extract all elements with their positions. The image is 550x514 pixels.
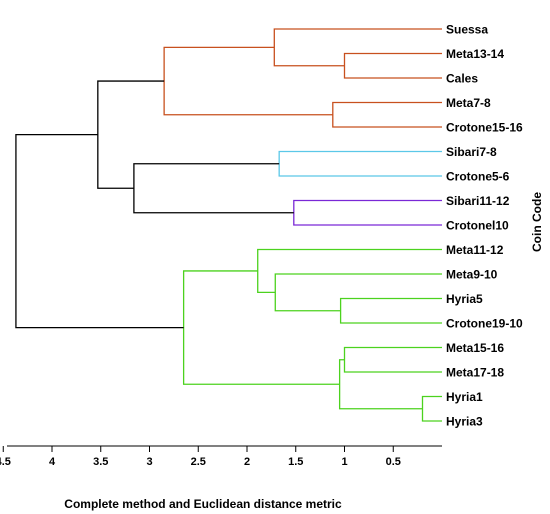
dendrogram-link-m12 (343, 346, 442, 373)
leaf-label: Suessa (446, 23, 488, 37)
dendrogram-link-m1 (343, 52, 442, 79)
leaf-label: Meta17-18 (446, 366, 504, 380)
leaf-label: Meta7-8 (446, 96, 491, 110)
leaf-label: Meta13-14 (446, 47, 504, 61)
y-axis-title: Coin Code (530, 192, 544, 252)
dendrogram-link-m8 (97, 80, 165, 189)
x-tick-label: 1 (341, 456, 347, 468)
leaf-label: Hyria1 (446, 390, 483, 404)
dendrogram-link-m6 (293, 199, 442, 226)
leaf-label: Meta15-16 (446, 341, 504, 355)
leaf-label: Meta9-10 (446, 268, 498, 282)
dendrogram-links (15, 28, 442, 422)
x-tick-label: 2 (244, 456, 250, 468)
leaf-label: Crotonel10 (446, 219, 509, 233)
leaf-label: Crotone19-10 (446, 317, 523, 331)
dendrogram-link-m15 (182, 270, 340, 385)
dendrogram-link-m3 (332, 101, 442, 128)
dendrogram-link-m14 (338, 359, 423, 410)
leaf-label: Cales (446, 72, 478, 86)
x-tick-label: 4.5 (0, 456, 11, 468)
x-axis-title: Complete method and Euclidean distance m… (64, 497, 342, 511)
x-tick-label: 4 (49, 456, 56, 468)
x-axis-ticks: 4.5 4 3.5 3 2.5 2 1.5 1 0.5 (0, 446, 401, 468)
leaf-label: Sibari7-8 (446, 145, 497, 159)
dendrogram-link-m4 (163, 46, 333, 116)
dendrogram-link-m2 (273, 28, 442, 67)
dendrogram-link-m13 (421, 395, 442, 422)
leaf-label: Crotone5-6 (446, 170, 510, 184)
leaf-label: Hyria5 (446, 292, 483, 306)
x-axis: 4.5 4 3.5 3 2.5 2 1.5 1 0.5 (0, 445, 442, 468)
leaf-label: Hyria3 (446, 415, 483, 429)
x-tick-label: 3 (146, 456, 152, 468)
dendrogram-link-m16 (15, 134, 184, 329)
dendrogram-link-m9 (339, 297, 442, 324)
leaf-label: Meta11-12 (446, 243, 504, 257)
x-tick-label: 0.5 (386, 456, 401, 468)
x-tick-label: 1.5 (288, 456, 303, 468)
leaf-labels: Suessa Meta13-14 Cales Meta7-8 Crotone15-16 S… (446, 23, 523, 429)
dendrogram-link-m7 (133, 163, 294, 214)
x-tick-label: 2.5 (191, 456, 206, 468)
dendrogram-link-m11 (257, 248, 442, 294)
dendrogram-link-m10 (274, 273, 442, 312)
dendrogram-link-m5 (278, 150, 442, 177)
x-tick-label: 3.5 (93, 456, 108, 468)
leaf-label: Sibari11-12 (446, 194, 510, 208)
leaf-label: Crotone15-16 (446, 121, 523, 135)
